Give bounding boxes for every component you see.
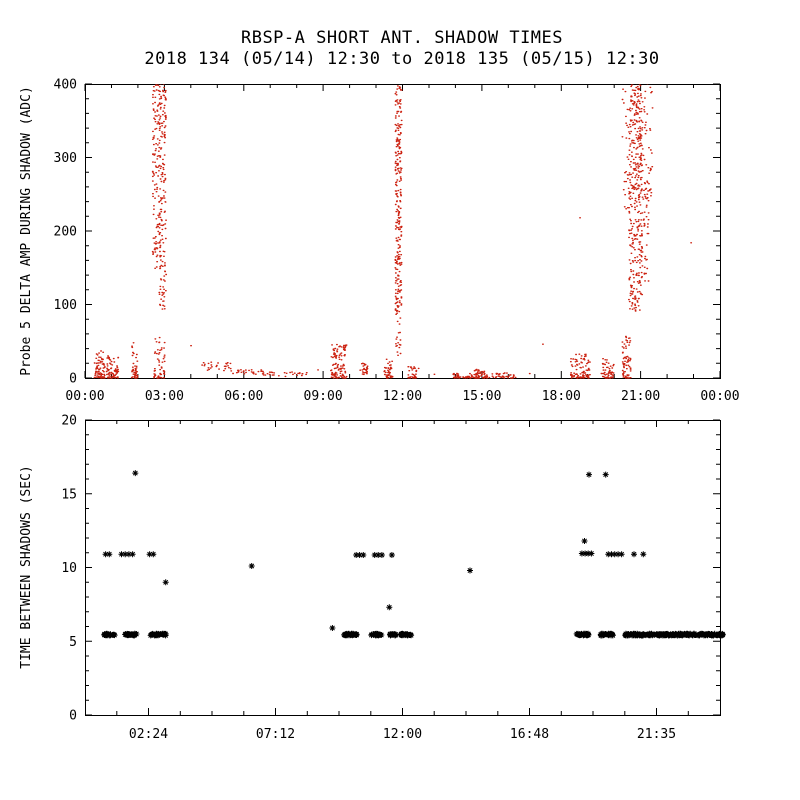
chart-subtitle: 2018 134 (05/14) 12:30 to 2018 135 (05/1… — [144, 49, 659, 69]
bottom-x-tick-label: 02:24 — [129, 727, 168, 742]
top-x-tick-label: 21:00 — [621, 389, 660, 404]
bottom-panel: 02:24 07:12 12:00 16:48 21:35 0 5 10 15 20 — [61, 414, 726, 742]
bottom-y-tick-label: 15 — [61, 487, 77, 502]
bottom-plot-frame — [85, 420, 721, 716]
bottom-y-tick-label: 10 — [61, 561, 77, 576]
top-y-tick-label: 100 — [54, 298, 77, 313]
bottom-x-tick-label: 07:12 — [256, 727, 295, 742]
bottom-y-axis-label: TIME BETWEEN SHADOWS (SEC) — [19, 465, 34, 669]
top-x-tick-label: 03:00 — [145, 389, 184, 404]
top-x-tick-label: 12:00 — [383, 389, 422, 404]
top-scatter-points — [93, 84, 693, 379]
top-x-tick-label: 00:00 — [65, 389, 104, 404]
bottom-x-tick-label: 16:48 — [510, 727, 549, 742]
bottom-scatter-points — [101, 470, 726, 639]
top-x-tick-label: 15:00 — [462, 389, 501, 404]
top-panel: 00:00 03:00 06:00 09:00 12:00 15:00 18:00 21:00… — [54, 78, 740, 405]
top-major-ticks — [84, 83, 721, 379]
top-minor-ticks — [85, 84, 720, 378]
top-plot-frame — [85, 84, 721, 379]
top-y-axis-label: Probe 5 DELTA AMP DURING SHADOW (ADC) — [19, 86, 34, 376]
bottom-x-tick-label: 21:35 — [637, 727, 676, 742]
bottom-y-tick-label: 20 — [61, 414, 77, 429]
top-y-tick-label: 0 — [69, 372, 77, 387]
bottom-major-ticks — [85, 419, 720, 716]
top-y-tick-label: 300 — [54, 151, 77, 166]
chart-title: RBSP-A SHORT ANT. SHADOW TIMES — [241, 28, 563, 48]
top-x-tick-label: 18:00 — [542, 389, 581, 404]
top-x-tick-label: 09:00 — [304, 389, 343, 404]
top-y-tick-label: 200 — [54, 225, 77, 240]
bottom-x-tick-label: 12:00 — [383, 727, 422, 742]
top-y-tick-label: 400 — [54, 78, 77, 93]
top-x-tick-label: 06:00 — [224, 389, 263, 404]
panels: 00:00 03:00 06:00 09:00 12:00 15:00 18:00 21:00… — [54, 78, 740, 743]
bottom-minor-ticks — [85, 420, 720, 715]
top-x-tick-label: 00:00 — [700, 389, 739, 404]
bottom-y-tick-label: 5 — [69, 635, 77, 650]
bottom-y-tick-label: 0 — [69, 709, 77, 724]
